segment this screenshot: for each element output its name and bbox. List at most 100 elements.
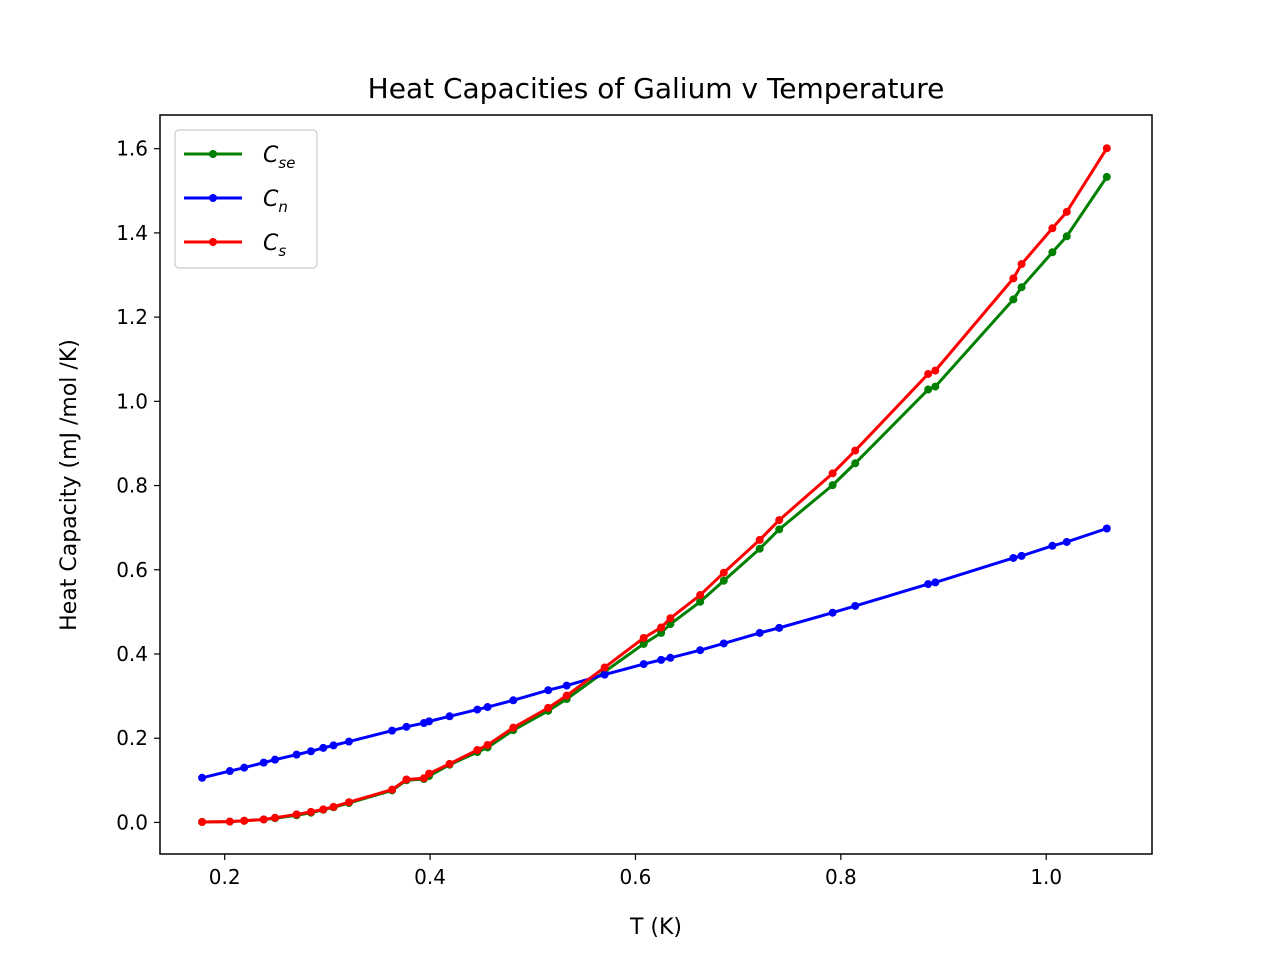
x-tick-label: 1.0	[1030, 865, 1062, 889]
data-point	[1102, 144, 1111, 153]
chart-title: Heat Capacities of Galium v Temperature	[368, 72, 945, 105]
data-point	[225, 767, 234, 776]
data-point	[1102, 172, 1111, 181]
data-point	[719, 639, 728, 648]
data-point	[198, 773, 207, 782]
data-point	[828, 608, 837, 617]
data-point	[924, 385, 933, 394]
data-point	[402, 775, 411, 784]
data-point	[509, 723, 518, 732]
data-point	[319, 743, 328, 752]
data-point	[306, 747, 315, 756]
y-axis: 0.0 0.2 0.4 0.6 0.8 1.0 1.2 1.4 1.6	[116, 137, 160, 834]
data-point	[600, 670, 609, 679]
data-point	[544, 703, 553, 712]
series-c-n	[198, 524, 1111, 782]
data-point	[1009, 553, 1018, 562]
data-point	[851, 601, 860, 610]
data-point	[1062, 207, 1071, 216]
data-point	[419, 774, 428, 783]
legend-marker	[209, 150, 217, 158]
data-point	[473, 745, 482, 754]
data-point	[755, 628, 764, 637]
data-point	[639, 660, 648, 669]
data-point	[755, 544, 764, 553]
data-point	[639, 633, 648, 642]
series-c-s	[198, 144, 1111, 826]
data-point	[240, 763, 249, 772]
data-point	[402, 722, 411, 731]
y-tick-label: 1.0	[116, 389, 148, 413]
data-point	[1062, 232, 1071, 241]
legend-marker	[209, 194, 217, 202]
data-point	[445, 759, 454, 768]
series-line	[202, 147, 1109, 824]
legend-item: Cs	[184, 231, 286, 260]
data-point	[562, 681, 571, 690]
data-point	[344, 798, 353, 807]
data-point	[292, 750, 301, 759]
legend-marker	[209, 238, 217, 246]
data-point	[240, 816, 249, 825]
legend-label: Cn	[263, 187, 288, 216]
data-point	[225, 817, 234, 826]
data-point	[931, 366, 940, 375]
data-point	[666, 653, 675, 662]
y-tick-label: 0.4	[116, 642, 148, 666]
data-point	[259, 815, 268, 824]
y-tick-label: 1.2	[116, 305, 148, 329]
data-point	[388, 726, 397, 735]
data-point	[828, 469, 837, 478]
y-tick-label: 0.8	[116, 474, 148, 498]
data-point	[851, 459, 860, 468]
data-point	[775, 516, 784, 525]
data-point	[696, 591, 705, 600]
y-tick-label: 0.6	[116, 558, 148, 582]
data-point	[483, 703, 492, 712]
data-point	[329, 802, 338, 811]
data-point	[600, 663, 609, 672]
data-point	[1017, 260, 1026, 269]
plot-frame	[159, 114, 1153, 855]
data-point	[319, 805, 328, 814]
series-c-se	[198, 172, 1111, 826]
plot-layer	[198, 144, 1111, 826]
x-axis: 0.2 0.4 0.6 0.8 1.0	[209, 854, 1062, 889]
data-point	[445, 712, 454, 721]
data-point	[306, 807, 315, 816]
legend-item: Cn	[184, 187, 288, 216]
data-point	[639, 639, 648, 648]
series-line	[202, 176, 1109, 824]
legend-label: Cse	[263, 143, 295, 172]
x-tick-label: 0.6	[620, 865, 652, 889]
x-tick-label: 0.8	[825, 865, 857, 889]
data-point	[1009, 295, 1018, 304]
data-point	[544, 686, 553, 695]
x-tick-label: 0.2	[209, 865, 241, 889]
data-point	[271, 755, 280, 764]
data-point	[1017, 283, 1026, 292]
y-axis-label: Heat Capacity (mJ /mol /K)	[57, 339, 82, 631]
data-point	[851, 446, 860, 455]
data-point	[719, 568, 728, 577]
data-point	[924, 580, 933, 589]
y-tick-label: 0.2	[116, 726, 148, 750]
series-line	[201, 527, 1108, 780]
x-axis-label: T (K)	[629, 915, 682, 940]
data-point	[755, 535, 764, 544]
data-point	[775, 525, 784, 534]
data-point	[329, 741, 338, 750]
data-point	[931, 382, 940, 391]
data-point	[198, 817, 207, 826]
legend-box	[174, 129, 318, 269]
data-point	[696, 646, 705, 655]
data-point	[562, 691, 571, 700]
data-point	[344, 737, 353, 746]
data-point	[1062, 537, 1071, 546]
data-point	[509, 696, 518, 705]
data-point	[657, 655, 666, 664]
data-point	[473, 705, 482, 714]
data-point	[931, 578, 940, 587]
data-point	[1048, 248, 1057, 257]
